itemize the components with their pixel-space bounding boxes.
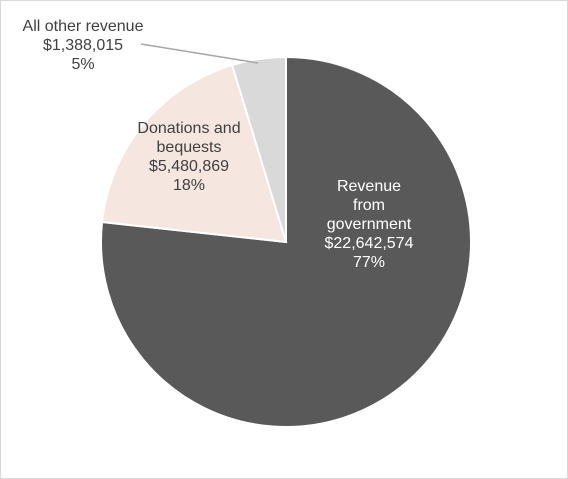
data-label-1-percent: 77% [353,254,385,271]
data-label-1-category: Revenue [337,178,401,195]
data-label-3: All other revenue $1,388,015 5% [23,18,144,73]
data-label-2-value: $5,480,869 [149,158,229,175]
leader-line-3 [140,43,259,64]
data-label-2: Donations and bequests $5,480,869 18% [137,120,240,194]
leader-lines [140,43,259,64]
data-label-3-percent: 5% [71,56,94,73]
data-label-2-category: bequests [157,139,222,156]
data-label-1: Revenue from government $22,642,574 77% [325,178,414,271]
pie-slice-2 [100,63,288,244]
data-label-1-category: government [327,216,412,233]
data-label-1-value: $22,642,574 [325,235,414,252]
data-label-2-percent: 18% [173,177,205,194]
data-labels: Revenue from government $22,642,574 77% Donat… [23,18,414,271]
pie-slice-3 [230,55,287,243]
data-label-2-category: Donations and [137,120,240,137]
data-label-3-category: All other revenue [23,18,144,35]
pie-slice-1 [100,55,472,428]
data-label-3-value: $1,388,015 [43,37,123,54]
pie-slices [100,55,472,428]
data-label-1-category: from [353,197,385,214]
